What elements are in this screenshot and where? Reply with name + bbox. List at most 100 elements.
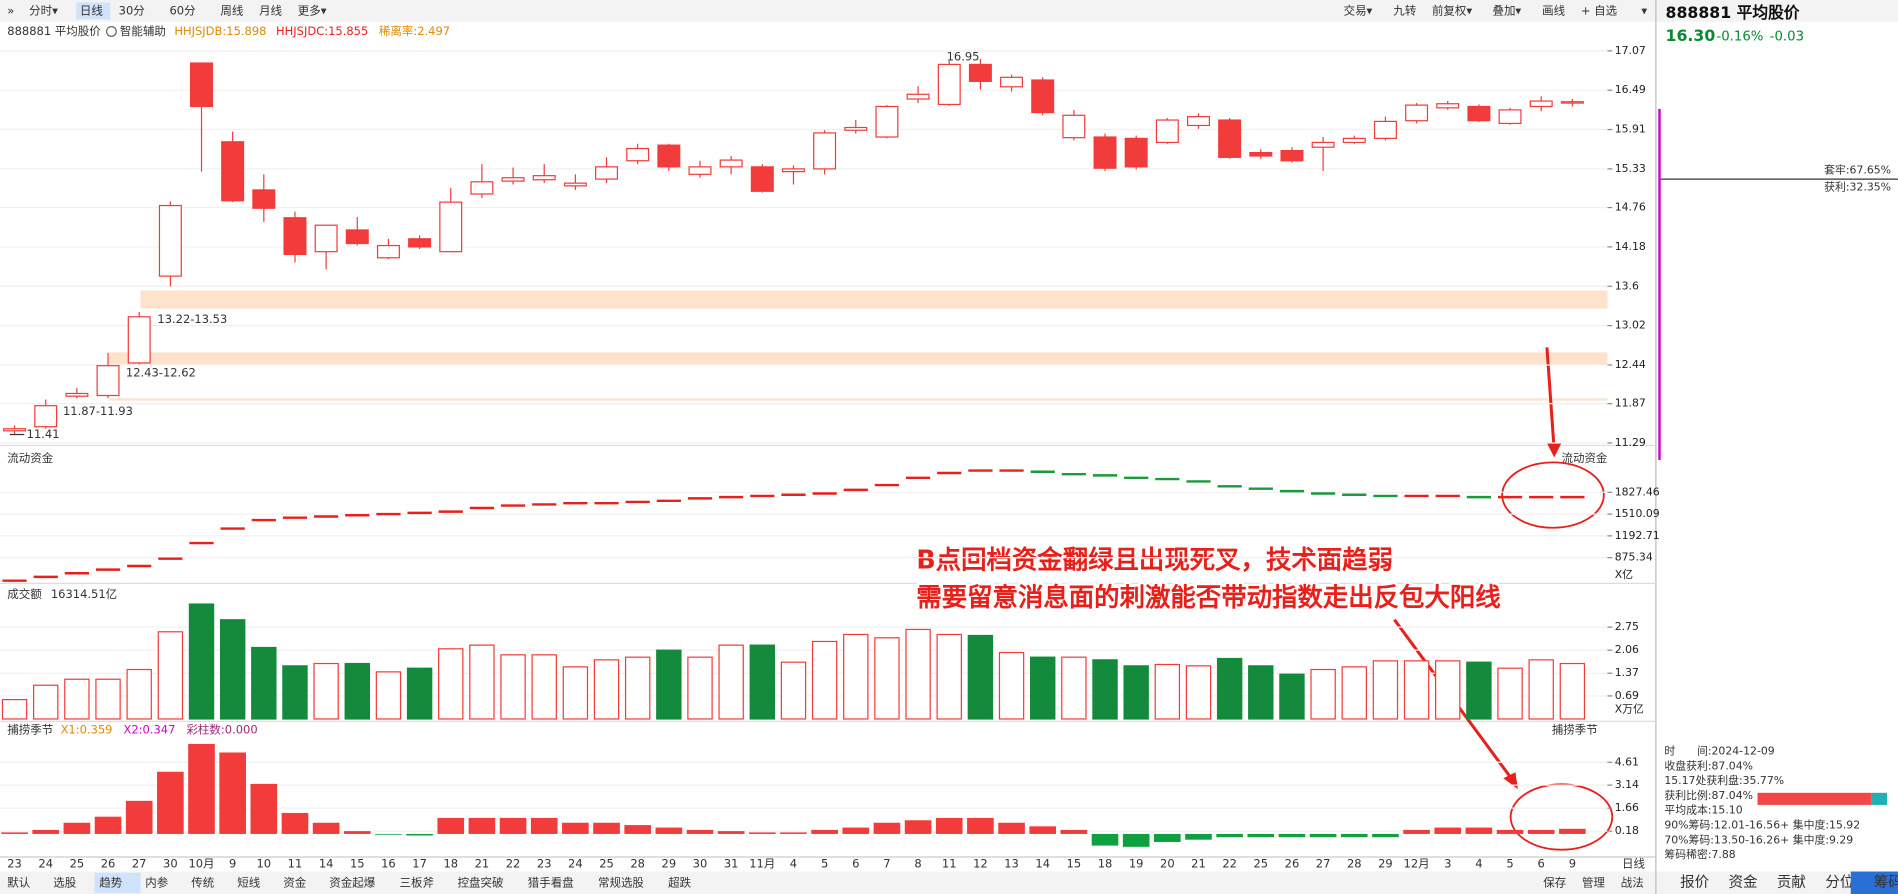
- toolbar-button[interactable]: 叠加▾: [1492, 3, 1521, 17]
- x-tick-label: 14: [1035, 857, 1050, 871]
- panel-tab[interactable]: 筹码: [1874, 874, 1898, 891]
- candle-body: [657, 144, 681, 168]
- tab[interactable]: 内参: [145, 875, 168, 889]
- tab[interactable]: 短线: [237, 875, 260, 889]
- toolbar-button[interactable]: 画线: [1542, 3, 1565, 17]
- y-tick-label: 13.6: [1615, 279, 1639, 292]
- y-tick-label: 1510.09: [1615, 507, 1660, 520]
- toolbar-button[interactable]: 月线: [259, 3, 282, 17]
- circle: [1501, 461, 1605, 529]
- bar: [125, 800, 153, 834]
- bar: [562, 666, 589, 720]
- y-tick-label: 4.61: [1615, 755, 1639, 768]
- toolbar-button[interactable]: 60分: [170, 3, 197, 17]
- bar: [313, 662, 339, 720]
- tab[interactable]: 战法: [1621, 875, 1644, 889]
- tab[interactable]: 选股: [53, 875, 76, 889]
- profit-bar: [1757, 792, 1872, 805]
- tab[interactable]: 趋势: [99, 875, 122, 889]
- toolbar-button[interactable]: 30分: [119, 3, 146, 17]
- bar: [1123, 665, 1149, 720]
- x-tick-label: 11月: [749, 857, 775, 871]
- candle-body: [1093, 136, 1117, 169]
- panel-tab[interactable]: 报价: [1680, 874, 1710, 891]
- chip-profit: 获利:32.35%: [1824, 181, 1891, 194]
- tab[interactable]: 控盘突破: [458, 875, 504, 889]
- candle-body: [1498, 109, 1522, 125]
- y-tick-label: 12.44: [1615, 358, 1646, 371]
- x-tick-label: 31: [724, 857, 739, 871]
- tab[interactable]: 三板斧: [399, 875, 434, 889]
- y-tick-label: 2.06: [1615, 643, 1639, 656]
- bar: [343, 831, 371, 834]
- toolbar-button[interactable]: 日线: [80, 3, 103, 17]
- bar: [873, 822, 901, 834]
- tab[interactable]: 传统: [191, 875, 214, 889]
- toolbar-button[interactable]: 九转: [1393, 3, 1416, 17]
- bar: [1185, 833, 1212, 840]
- legend: 彩柱数:0.000: [186, 722, 257, 736]
- assist[interactable]: 智能辅助: [120, 24, 166, 38]
- candle-body: [470, 181, 494, 195]
- bar: [1527, 829, 1555, 834]
- toolbar-button[interactable]: ▾: [1641, 3, 1647, 17]
- x-tick-label: 22: [506, 857, 521, 871]
- tab[interactable]: 保存: [1543, 875, 1566, 889]
- x-tick-label: 24: [38, 857, 53, 871]
- toolbar-button[interactable]: 更多▾: [298, 3, 327, 17]
- bar: [157, 631, 184, 720]
- tab[interactable]: 默认: [7, 875, 30, 889]
- toolbar-button[interactable]: 前复权▾: [1432, 3, 1472, 17]
- tab[interactable]: 常规选股: [598, 875, 644, 889]
- tab-active: [94, 872, 141, 894]
- icon: [105, 26, 117, 37]
- bar: [717, 831, 745, 834]
- candle-body: [1560, 101, 1584, 104]
- bar: [500, 654, 526, 720]
- price-label: 16.95: [947, 49, 980, 63]
- panel-tab[interactable]: 资金: [1728, 874, 1758, 891]
- toolbar-button[interactable]: + 自选: [1581, 3, 1618, 17]
- chip-stat: 70%筹码:13.50-16.26+ 集中度:9.29: [1664, 832, 1853, 846]
- toolbar-button[interactable]: 分时▾: [29, 3, 58, 17]
- tab[interactable]: 管理: [1582, 875, 1605, 889]
- tab[interactable]: 猎手看盘: [528, 875, 574, 889]
- legend: X1:0.359: [61, 722, 113, 736]
- bar: [655, 827, 683, 834]
- toolbar-button[interactable]: 周线: [220, 3, 243, 17]
- bar: [1528, 659, 1554, 720]
- bar: [250, 783, 278, 834]
- bar: [219, 752, 246, 834]
- bar: [1154, 663, 1181, 720]
- x-tick-label: 9: [1569, 857, 1576, 871]
- tab[interactable]: 超跌: [668, 875, 691, 889]
- indicator: HHJSJDC:15.855: [276, 24, 368, 38]
- bar: [281, 812, 309, 834]
- bar: [780, 661, 807, 720]
- bar: [1216, 657, 1243, 720]
- candle-body: [252, 189, 276, 209]
- bar: [282, 665, 308, 720]
- x-tick-label: 15: [350, 857, 365, 871]
- x-tick-label: 12月: [1404, 857, 1430, 871]
- candle-body: [937, 63, 961, 106]
- bar: [1029, 826, 1057, 834]
- tab[interactable]: 资金: [283, 875, 306, 889]
- panel-tab[interactable]: 分位: [1825, 874, 1854, 891]
- bar: [1248, 665, 1274, 720]
- panel-tab[interactable]: 贡献: [1777, 874, 1806, 891]
- panel-total: 16314.51亿: [51, 587, 117, 601]
- toolbar-button[interactable]: 交易▾: [1344, 3, 1373, 17]
- bar: [811, 829, 838, 834]
- bar: [95, 678, 121, 720]
- bar: [1559, 828, 1586, 834]
- panel-title: 成交额: [7, 587, 42, 601]
- candle-body: [158, 204, 182, 277]
- bar: [1029, 656, 1056, 720]
- x-tick-label: 11: [288, 857, 303, 871]
- panel-title: 捕捞季节: [7, 722, 53, 736]
- bar: [1435, 660, 1461, 720]
- bar: [1559, 662, 1586, 720]
- tab[interactable]: 资金起爆: [329, 875, 375, 889]
